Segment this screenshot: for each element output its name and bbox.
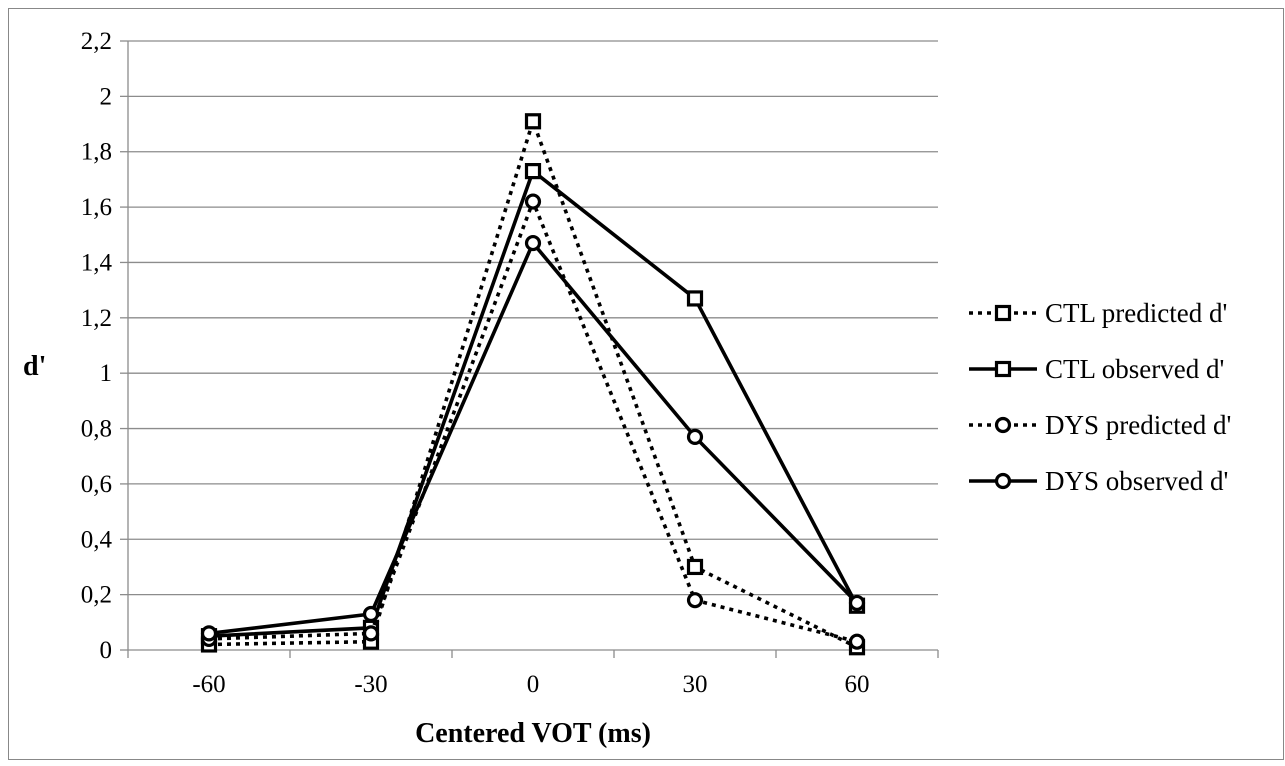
legend-item: CTL predicted d' <box>969 298 1227 328</box>
square-marker <box>524 113 542 130</box>
x-tick-label: -30 <box>354 671 387 698</box>
square-marker <box>686 290 704 307</box>
legend-label: DYS predicted d' <box>1045 410 1231 440</box>
x-tick-label: 0 <box>527 671 540 698</box>
circle-marker <box>362 605 380 623</box>
legend-label: CTL predicted d' <box>1045 298 1227 328</box>
y-tick-label: 0,2 <box>81 582 112 609</box>
y-tick-label: 0,8 <box>81 416 112 443</box>
legend-item: DYS predicted d' <box>969 410 1231 440</box>
chart-frame: 0 0,2 0,4 0,6 0,8 1 1,2 1,4 1,6 1,8 2 2,2 -60 -30 0 30 6… <box>8 8 1284 760</box>
x-axis-title: Centered VOT (ms) <box>415 718 651 749</box>
legend-square-marker <box>994 360 1012 378</box>
legend-item: CTL observed d' <box>969 354 1224 384</box>
x-tick-label: 30 <box>683 671 708 698</box>
series-line <box>208 239 859 636</box>
series-4 <box>200 234 866 642</box>
legend-item: DYS observed d' <box>969 466 1228 496</box>
legend-square-marker <box>994 304 1012 322</box>
y-tick-label: 1,6 <box>81 194 112 221</box>
axes: 0 0,2 0,4 0,6 0,8 1 1,2 1,4 1,6 1,8 2 2,2 -60 -30 0 30 6… <box>81 28 939 698</box>
legend-label: CTL observed d' <box>1045 354 1224 384</box>
series-group <box>200 113 866 656</box>
x-tick-label: -60 <box>192 671 225 698</box>
x-tick-label: 60 <box>845 671 870 698</box>
y-tick-label: 1,8 <box>81 139 112 166</box>
series-line <box>208 115 858 649</box>
circle-marker <box>686 592 704 609</box>
y-tick-label: 2,2 <box>81 28 112 55</box>
y-tick-label: 1,2 <box>81 305 112 332</box>
y-tick-label: 2 <box>100 83 113 110</box>
gridlines <box>128 40 938 596</box>
circle-marker <box>848 594 866 612</box>
square-marker <box>524 163 542 180</box>
legend-circle-marker <box>994 472 1012 490</box>
line-chart: 0 0,2 0,4 0,6 0,8 1 1,2 1,4 1,6 1,8 2 2,2 -60 -30 0 30 6… <box>23 28 1231 749</box>
y-tick-label: 1,4 <box>81 249 113 276</box>
y-tick-label: 1 <box>100 360 113 387</box>
y-tick-label: 0,6 <box>81 471 112 498</box>
circle-marker <box>686 428 704 445</box>
y-tick-label: 0 <box>100 637 113 664</box>
y-axis-title: d' <box>23 351 46 382</box>
y-tick-label: 0,4 <box>81 526 113 553</box>
circle-marker <box>200 625 218 642</box>
circle-marker <box>362 625 380 642</box>
circle-marker <box>524 234 542 252</box>
legend-circle-marker <box>994 416 1012 434</box>
legend: CTL predicted d' CTL observed d' DYS predi… <box>969 298 1231 496</box>
circle-marker <box>848 633 866 650</box>
circle-marker <box>524 193 542 210</box>
square-marker <box>686 558 704 576</box>
legend-label: DYS observed d' <box>1045 466 1228 496</box>
